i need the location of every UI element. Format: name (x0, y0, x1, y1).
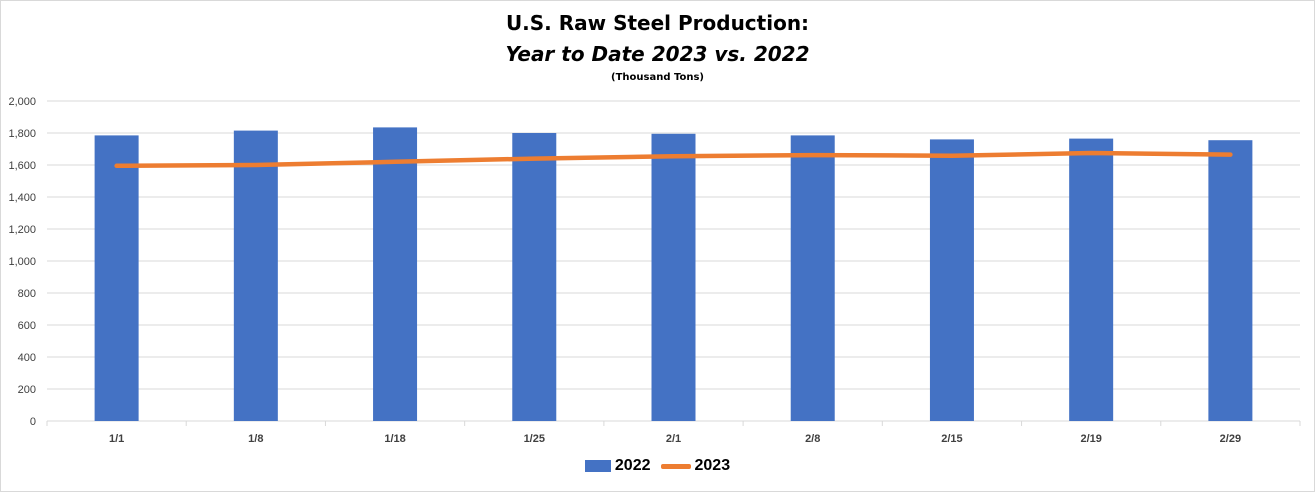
chart-title: U.S. Raw Steel Production: (505, 11, 810, 35)
x-tick-label: 1/8 (248, 433, 263, 445)
y-tick-label: 1,200 (8, 224, 36, 236)
x-tick-label: 2/1 (666, 433, 681, 445)
legend-label-2022: 2022 (614, 457, 651, 474)
y-tick-label: 200 (18, 384, 36, 396)
y-tick-label: 2,000 (8, 96, 36, 108)
x-tick-label: 1/18 (384, 433, 405, 445)
y-tick-label: 1,600 (8, 160, 36, 172)
x-tick-label: 1/1 (109, 433, 124, 445)
chart-subtitle: Year to Date 2023 vs. 2022 (505, 42, 810, 66)
y-tick-label: 1,400 (8, 192, 36, 204)
legend-label-2023: 2023 (694, 457, 731, 474)
y-tick-label: 600 (18, 320, 36, 332)
chart-legend: 2022 2023 (0, 457, 1315, 475)
bar-2022 (929, 139, 974, 421)
bar-2022 (512, 133, 557, 421)
bar-2022 (790, 135, 835, 421)
y-tick-label: 1,800 (8, 128, 36, 140)
x-tick-label: 1/25 (524, 433, 545, 445)
legend-swatch-line (660, 463, 691, 469)
y-tick-label: 0 (30, 416, 36, 428)
line-2023 (114, 150, 1233, 169)
y-tick-label: 400 (18, 352, 36, 364)
x-tick-label: 2/8 (805, 433, 820, 445)
legend-swatch-bar (584, 460, 611, 472)
bar-2022 (233, 130, 278, 421)
x-tick-label: 2/19 (1080, 433, 1101, 445)
bar-2022 (1208, 140, 1253, 421)
x-tick-label: 2/15 (941, 433, 962, 445)
chart-units-label: (Thousand Tons) (611, 72, 704, 83)
bar-2022 (651, 133, 696, 422)
bar-2022 (1069, 138, 1114, 421)
legend-item-2022: 2022 (584, 457, 651, 475)
y-tick-label: 1,000 (8, 256, 36, 268)
x-tick-label: 2/29 (1220, 433, 1241, 445)
bar-2022 (373, 127, 418, 422)
y-tick-label: 800 (18, 288, 36, 300)
legend-item-2023: 2023 (660, 457, 731, 475)
bar-2022 (94, 135, 139, 421)
